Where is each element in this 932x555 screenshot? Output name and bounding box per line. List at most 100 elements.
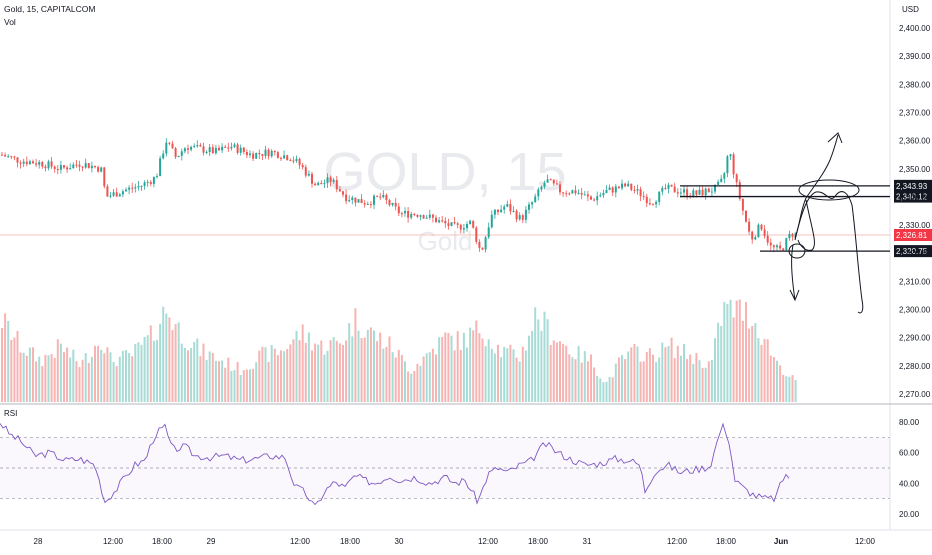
time-tick-label: 29 <box>207 537 216 546</box>
volume-bar <box>652 354 654 402</box>
volume-bar <box>689 354 692 402</box>
candle-body <box>363 203 366 205</box>
candle-body <box>714 184 716 192</box>
candle-body <box>410 214 413 218</box>
volume-bar <box>537 319 540 402</box>
time-tick-label: 18:00 <box>340 537 361 546</box>
candle-body <box>664 187 667 189</box>
price-axis[interactable]: 2,400.00 2,390.00 2,380.00 2,370.00 2,360.00… <box>899 24 931 399</box>
candle-body <box>342 191 344 195</box>
volume-bar <box>146 335 149 402</box>
candle-body <box>577 192 580 194</box>
candle-body <box>435 217 437 223</box>
candle-body <box>611 187 614 193</box>
candle-body <box>345 194 348 202</box>
candle-body <box>16 157 19 163</box>
candle-body <box>143 182 146 186</box>
candle-body <box>78 164 81 167</box>
volume-bar <box>565 345 568 402</box>
candle-body <box>273 150 276 153</box>
drawing-ellipse-low[interactable] <box>788 243 806 259</box>
candle-body <box>245 151 248 156</box>
price-tick-label: 2,320.00 <box>899 249 931 258</box>
candle-body <box>524 209 527 220</box>
volume-bar <box>47 355 50 402</box>
candle-body <box>493 209 496 215</box>
candle-body <box>679 192 682 194</box>
candle-body <box>69 168 72 170</box>
drawing-arrow-up[interactable] <box>794 134 839 239</box>
volume-bar <box>221 360 224 402</box>
volume-bar <box>131 356 134 402</box>
volume-bar <box>159 323 162 402</box>
volume-bar <box>735 300 738 402</box>
volume-bar <box>741 320 744 402</box>
volume-bar <box>782 374 785 402</box>
candle-body <box>627 183 630 187</box>
candle-body <box>47 161 50 169</box>
volume-bar <box>25 355 28 402</box>
symbol-legend[interactable]: Gold, 15, CAPITALCOM <box>4 4 96 14</box>
volume-bar <box>267 361 270 402</box>
candle-body <box>683 189 685 193</box>
candle-body <box>165 142 168 154</box>
volume-bar <box>456 331 459 402</box>
volume-bar <box>760 344 763 402</box>
volume-bar <box>118 356 121 402</box>
volume-bar <box>236 361 239 402</box>
drawing-curve-left[interactable] <box>791 244 796 301</box>
candle-body <box>4 155 7 157</box>
candle-body <box>320 182 323 185</box>
drawing-curve-right[interactable] <box>794 191 864 314</box>
candle-body <box>32 161 34 164</box>
candle-body <box>462 228 465 230</box>
volume-bar <box>518 361 521 402</box>
volume-bar <box>400 355 403 402</box>
volume-bar <box>428 352 431 402</box>
rsi-axis[interactable]: 80.00 60.00 40.00 20.00 <box>899 418 920 519</box>
drawing-ellipse-top[interactable] <box>798 179 860 201</box>
volume-bar <box>642 361 645 402</box>
candle-body <box>379 196 382 198</box>
candle-body <box>168 142 171 144</box>
volume-bar <box>707 361 710 402</box>
candle-body <box>137 186 140 188</box>
volume-bar <box>28 347 31 402</box>
candle-body <box>354 197 357 203</box>
volume-bar <box>50 354 53 402</box>
volume-bar <box>369 327 372 402</box>
time-axis[interactable]: 28 12:00 18:00 29 12:00 18:00 30 12:00 18:00 31 12… <box>34 537 876 546</box>
drawing-arrowhead-up[interactable] <box>827 132 843 144</box>
candle-body <box>7 156 10 158</box>
volume-bar <box>679 355 682 402</box>
candle-body <box>311 173 313 184</box>
horizontal-lines[interactable]: 2,343.93 2,340.12 2,320.75 <box>680 179 932 258</box>
candle-body <box>617 186 620 189</box>
candle-body <box>441 220 444 222</box>
volume-bar <box>748 328 751 402</box>
time-tick-label: 30 <box>395 537 404 546</box>
candle-body <box>593 199 596 201</box>
volume-bar <box>87 362 90 402</box>
candle-body <box>84 163 87 168</box>
volume-bar <box>342 345 344 402</box>
volume-bar <box>97 345 100 402</box>
candle-body <box>549 179 552 181</box>
candle-body <box>258 152 261 155</box>
candle-body <box>515 210 518 220</box>
candle-body <box>283 155 286 159</box>
volume-bar <box>171 330 174 402</box>
candle-body <box>187 148 189 150</box>
volume-bar <box>295 330 298 402</box>
volume-bar <box>462 332 465 402</box>
drawing-arrowhead-down[interactable] <box>789 289 800 302</box>
volume-bar <box>639 361 642 402</box>
volume-bar <box>100 349 103 402</box>
candle-body <box>292 160 295 162</box>
freehand-annotations[interactable] <box>788 132 864 314</box>
volume-legend[interactable]: Vol <box>4 17 16 27</box>
candle-body <box>512 210 515 212</box>
drawing-loop[interactable] <box>797 199 815 251</box>
